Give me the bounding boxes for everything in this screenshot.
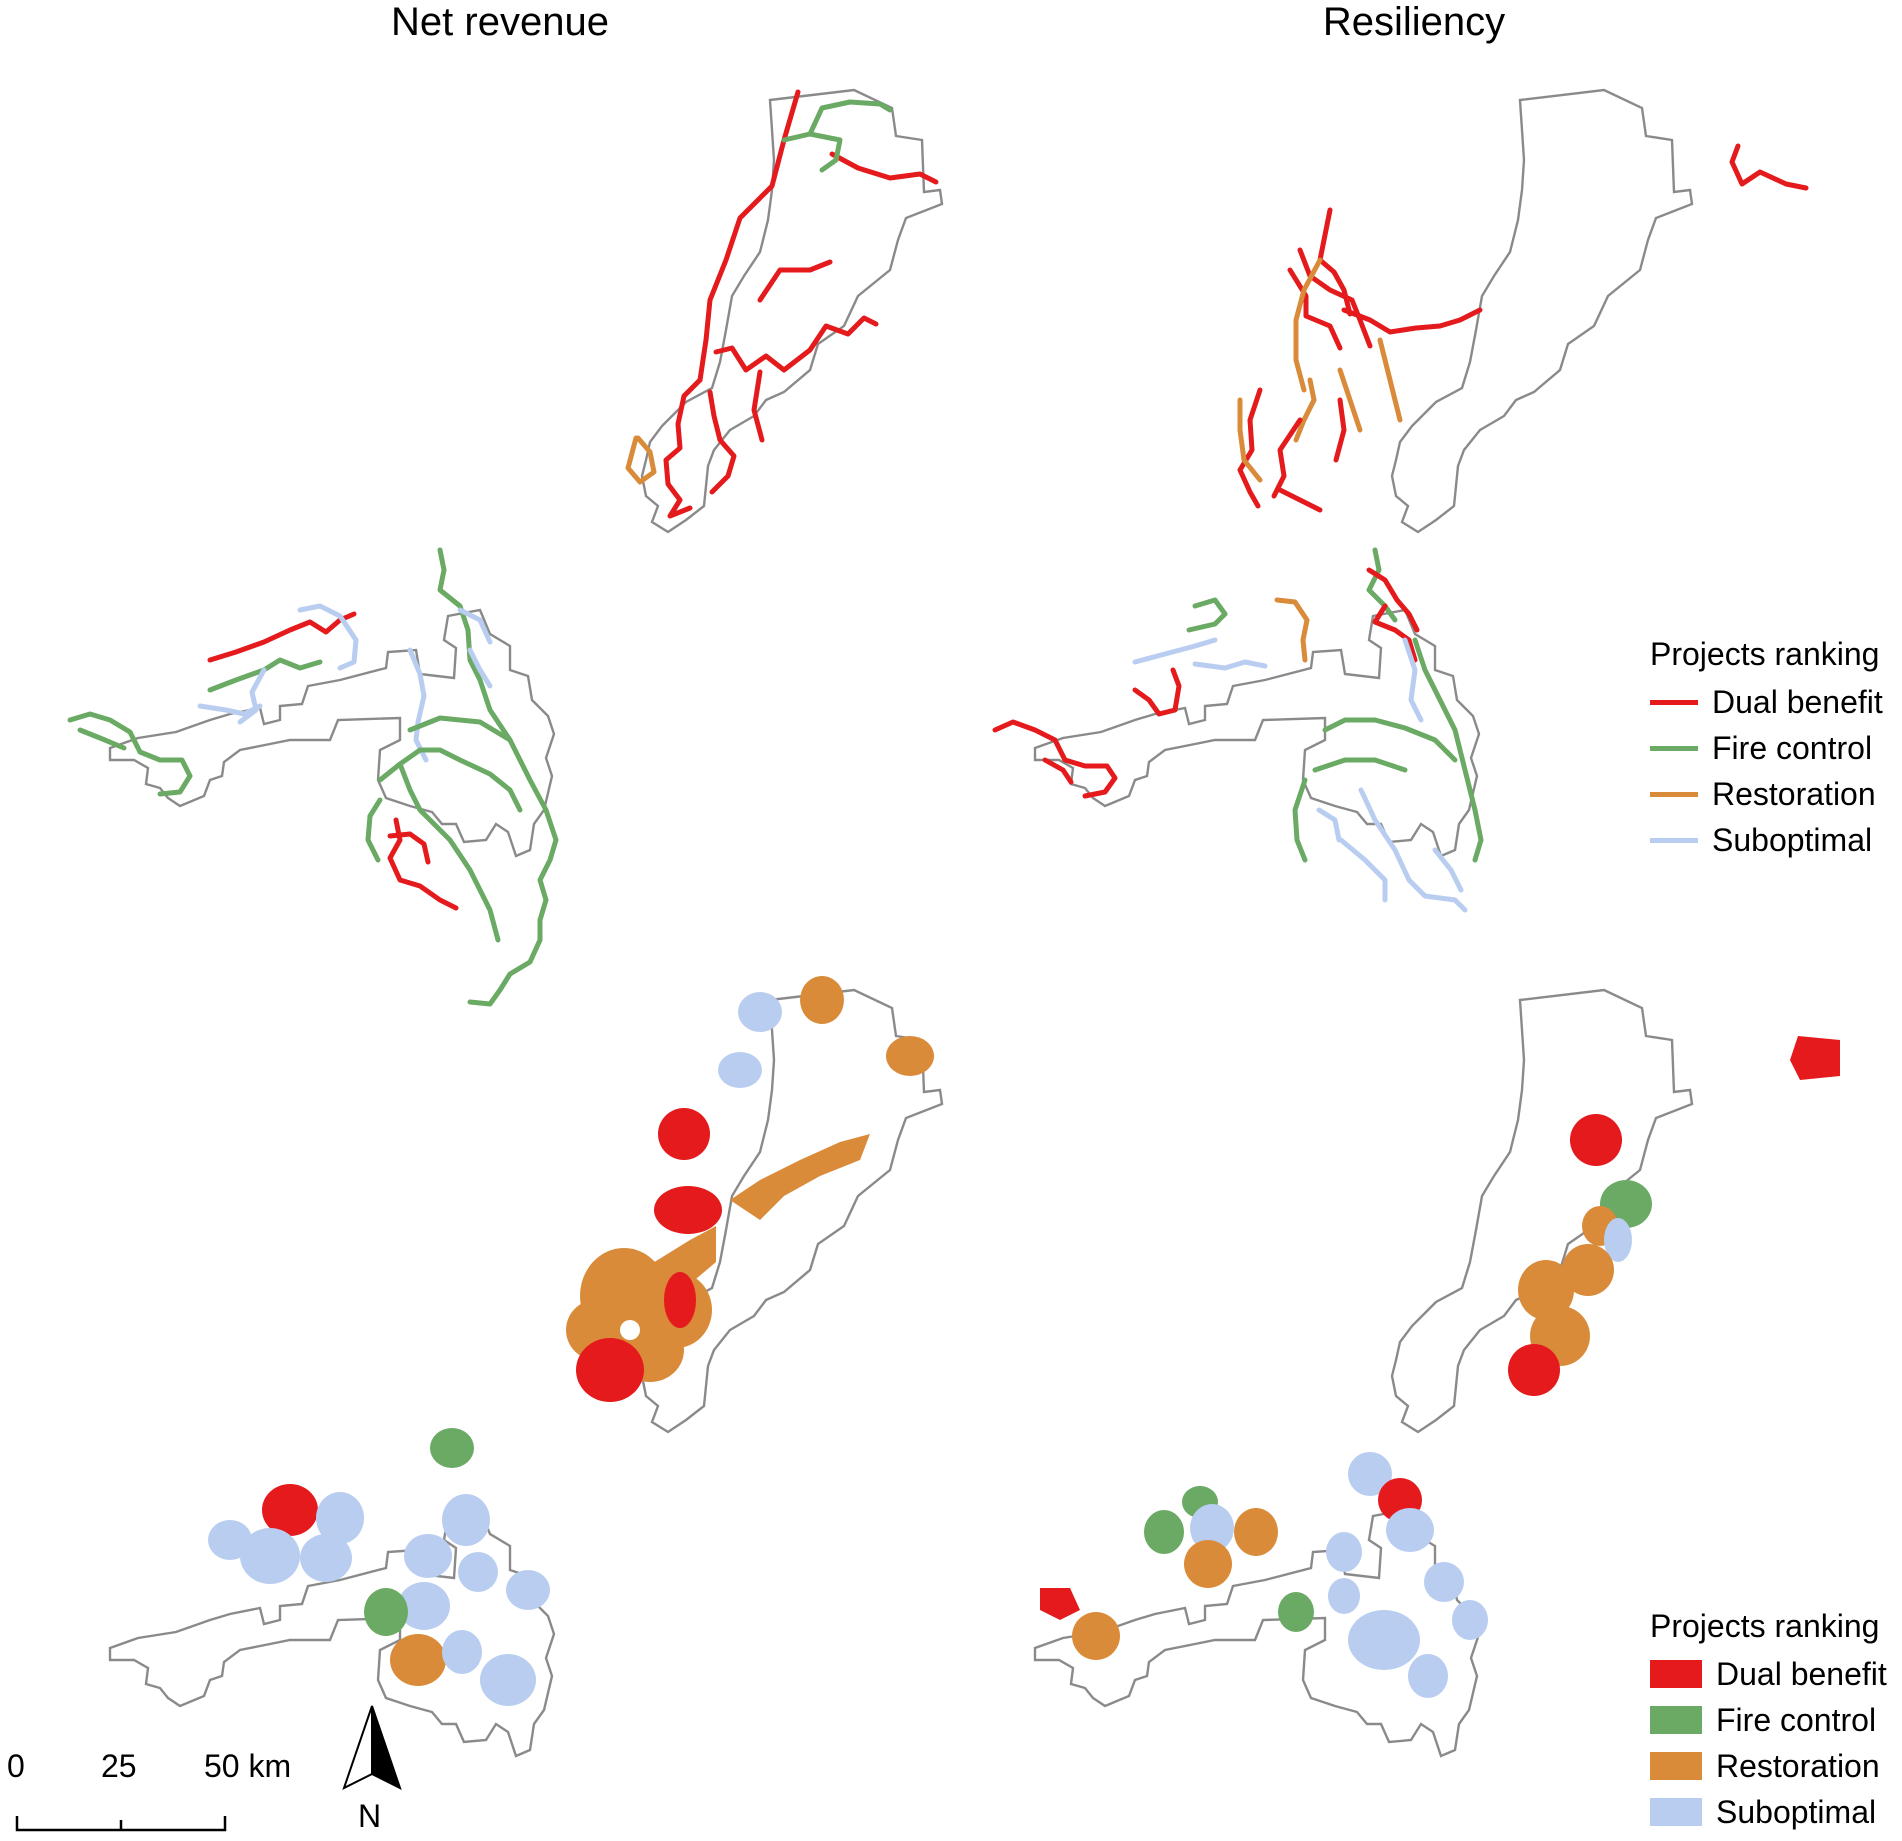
scale-bar-line — [15, 1816, 227, 1832]
scale-label-25: 25 — [101, 1748, 137, 1784]
panel-resiliency-areas — [1033, 988, 1840, 1758]
sw-unit-boundary — [108, 608, 556, 858]
legend-label: Restoration — [1712, 775, 1876, 812]
legend-label: Dual benefit — [1716, 1655, 1887, 1692]
legend-label: Fire control — [1712, 729, 1873, 766]
scale-bar: 0 25 50 km — [0, 1748, 330, 1836]
ne-project-areas — [566, 976, 934, 1402]
north-label: N — [358, 1798, 382, 1834]
legend-item-fire-control: Fire control — [1650, 725, 1902, 771]
legend-title: Projects ranking — [1650, 1608, 1880, 1644]
legend-item-fire-control: Fire control — [1650, 1697, 1902, 1743]
sw-project-areas — [1040, 1452, 1488, 1698]
suboptimal-line-swatch — [1650, 837, 1698, 843]
fire-control-area-swatch — [1650, 1706, 1702, 1734]
legend-item-dual-benefit: Dual benefit — [1650, 1651, 1902, 1697]
legend-item-dual-benefit: Dual benefit — [1650, 679, 1902, 725]
panel-resiliency-lines — [992, 88, 1809, 913]
ne-project-lines — [625, 89, 939, 519]
legend-item-restoration: Restoration — [1650, 1743, 1902, 1789]
legend-label: Dual benefit — [1712, 683, 1883, 720]
ne-unit-boundary — [1390, 88, 1694, 534]
north-arrow-icon — [342, 1705, 402, 1790]
net-revenue-title: Net revenue — [391, 0, 609, 44]
scale-label-50: 50 km — [204, 1748, 292, 1784]
legend-title: Projects ranking — [1650, 636, 1880, 672]
suboptimal-area-swatch — [1650, 1798, 1702, 1826]
sw-project-lines — [67, 547, 559, 1007]
resiliency-title: Resiliency — [1322, 0, 1506, 44]
sw-project-lines — [992, 547, 1484, 913]
panel-net-revenue-lines — [67, 88, 944, 1007]
north-arrow: N — [336, 1702, 408, 1836]
legend-lines: Projects ranking Dual benefit Fire contr… — [1650, 636, 1902, 863]
legend-item-restoration: Restoration — [1650, 771, 1902, 817]
legend-item-suboptimal: Suboptimal — [1650, 817, 1902, 863]
dual-benefit-area-swatch — [1650, 1660, 1702, 1688]
sw-project-areas — [208, 1428, 550, 1706]
restoration-area-swatch — [1650, 1752, 1702, 1780]
legend-label: Restoration — [1716, 1747, 1880, 1784]
fire-control-line-swatch — [1650, 745, 1698, 751]
panel-net-revenue-areas — [108, 976, 944, 1758]
legend-label: Fire control — [1716, 1701, 1877, 1738]
legend-label: Suboptimal — [1716, 1793, 1877, 1830]
ne-project-lines — [1237, 143, 1809, 513]
ne-project-areas — [1508, 1036, 1840, 1396]
legend-label: Suboptimal — [1712, 821, 1873, 858]
dual-benefit-line-swatch — [1650, 699, 1698, 705]
restoration-line-swatch — [1650, 791, 1698, 797]
legend-areas: Projects ranking Dual benefit Fire contr… — [1650, 1608, 1902, 1835]
legend-item-suboptimal: Suboptimal — [1650, 1789, 1902, 1835]
ne-unit-boundary — [640, 88, 944, 534]
scale-label-0: 0 — [7, 1748, 25, 1784]
